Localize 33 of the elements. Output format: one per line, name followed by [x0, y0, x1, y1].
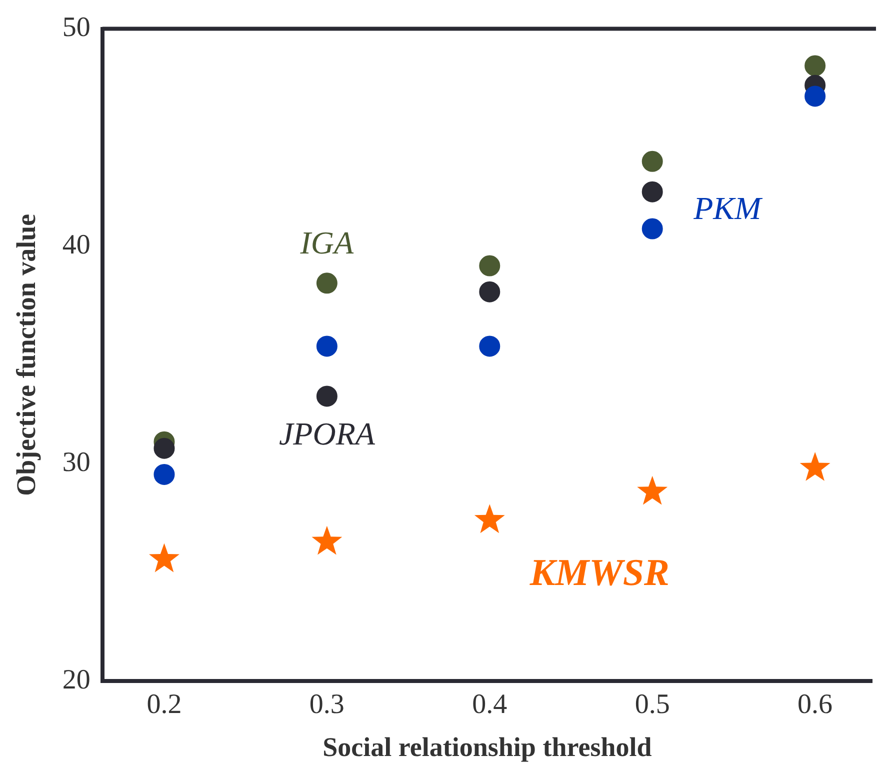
point — [154, 464, 175, 485]
x-tick-label: 0.6 — [798, 689, 833, 720]
point — [316, 336, 338, 357]
series-label: JPORA — [278, 416, 376, 452]
x-tick-label: 0.3 — [309, 689, 344, 720]
point — [804, 55, 826, 76]
point — [316, 386, 338, 407]
series-label: KMWSR — [528, 552, 670, 594]
y-tick-label: 40 — [62, 230, 90, 261]
point — [312, 526, 342, 555]
point — [479, 281, 500, 302]
x-axis-title: Social relationship threshold — [322, 732, 652, 762]
point — [637, 476, 668, 505]
point — [149, 543, 180, 572]
x-tick-label: 0.5 — [634, 689, 670, 720]
x-tick-label: 0.2 — [146, 689, 182, 720]
point — [479, 255, 500, 276]
y-tick-label: 30 — [62, 446, 90, 478]
y-tick-label: 20 — [62, 664, 90, 696]
point — [804, 86, 826, 107]
x-tick-label: 0.4 — [472, 689, 508, 720]
point — [800, 452, 830, 481]
point — [316, 272, 338, 294]
series-label: IGA — [299, 224, 354, 261]
point — [479, 336, 500, 357]
point — [642, 218, 663, 240]
point — [642, 181, 663, 202]
point — [642, 150, 663, 172]
series-label: PKM — [692, 190, 764, 226]
y-axis-title: Objective function value — [11, 214, 42, 496]
point — [474, 504, 505, 534]
point — [154, 438, 175, 459]
y-tick-label: 50 — [62, 12, 90, 44]
